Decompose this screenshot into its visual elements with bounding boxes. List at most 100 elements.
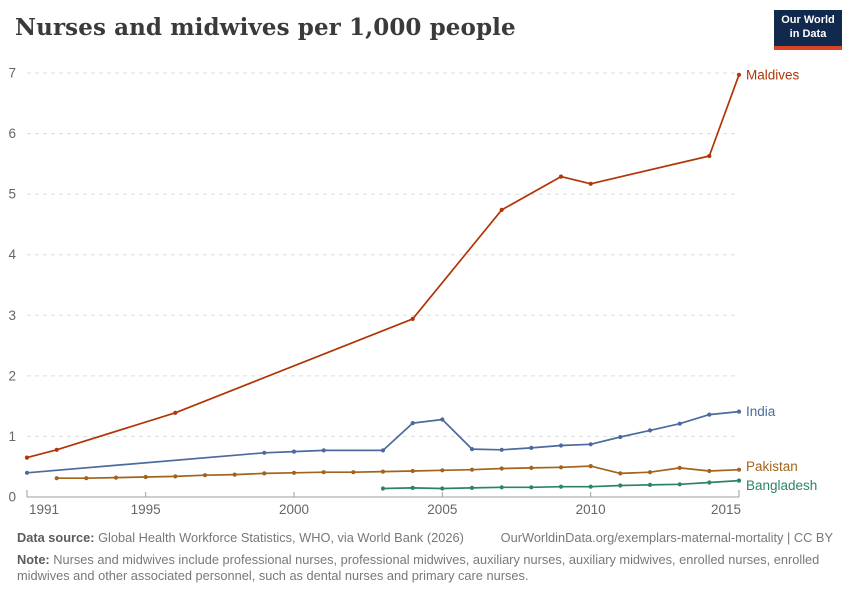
data-point[interactable]	[736, 409, 742, 414]
data-point[interactable]	[321, 470, 326, 475]
data-point[interactable]	[558, 174, 564, 179]
data-point[interactable]	[618, 434, 623, 440]
y-tick-label: 5	[8, 187, 16, 202]
chart-title: Nurses and midwives per 1,000 people	[15, 14, 516, 41]
owid-logo-line2: in Data	[789, 28, 827, 40]
data-point[interactable]	[380, 448, 386, 453]
data-point[interactable]	[469, 447, 475, 452]
series-label-pakistan[interactable]: Pakistan	[746, 459, 798, 474]
data-point[interactable]	[232, 472, 237, 477]
chart-footer: Data source: Global Health Workforce Sta…	[17, 530, 833, 584]
data-point[interactable]	[647, 470, 653, 475]
series-line[interactable]	[56, 465, 740, 480]
data-point[interactable]	[677, 465, 682, 470]
y-axis-labels: 0 1 2 3 4 5 6 7	[8, 66, 16, 505]
x-axis	[26, 490, 740, 498]
data-source-text: Data source: Global Health Workforce Sta…	[17, 530, 464, 545]
data-point[interactable]	[351, 470, 356, 475]
x-tick-label: 2010	[576, 502, 606, 517]
x-tick-label: 1995	[131, 502, 161, 517]
data-point[interactable]	[380, 486, 386, 491]
note-label: Note:	[17, 551, 50, 567]
y-tick-label: 3	[8, 308, 16, 323]
data-point[interactable]	[736, 467, 742, 472]
data-point[interactable]	[173, 410, 178, 415]
y-tick-label: 6	[8, 126, 16, 141]
data-point[interactable]	[558, 465, 564, 470]
series-bangladesh[interactable]: Bangladesh	[380, 478, 817, 493]
data-source-label: Data source:	[17, 530, 95, 545]
series-pakistan[interactable]: Pakistan	[54, 459, 798, 481]
data-point[interactable]	[529, 465, 534, 470]
data-point[interactable]	[24, 455, 30, 460]
chart-header: Nurses and midwives per 1,000 people Our…	[0, 0, 850, 58]
data-point[interactable]	[707, 468, 712, 474]
data-point[interactable]	[588, 442, 593, 447]
data-point[interactable]	[84, 476, 89, 481]
data-point[interactable]	[588, 484, 593, 489]
data-point[interactable]	[143, 474, 148, 480]
data-point[interactable]	[618, 483, 623, 488]
data-point[interactable]	[24, 470, 30, 475]
data-point[interactable]	[558, 484, 564, 489]
data-point[interactable]	[647, 482, 653, 487]
data-point[interactable]	[469, 485, 475, 490]
data-point[interactable]	[262, 450, 267, 455]
data-point[interactable]	[499, 447, 504, 452]
data-point[interactable]	[113, 475, 119, 480]
series-label-maldives[interactable]: Maldives	[746, 67, 800, 82]
data-point[interactable]	[440, 417, 445, 422]
y-tick-label: 0	[8, 490, 16, 505]
data-point[interactable]	[54, 447, 59, 452]
data-point[interactable]	[647, 428, 653, 433]
data-point[interactable]	[529, 445, 534, 450]
data-point[interactable]	[202, 473, 208, 478]
data-point[interactable]	[499, 466, 504, 471]
x-tick-label: 2005	[427, 502, 457, 517]
data-point[interactable]	[499, 485, 504, 490]
data-point[interactable]	[558, 443, 564, 448]
y-tick-label: 4	[8, 247, 16, 262]
x-tick-label: 1991	[29, 502, 59, 517]
data-point[interactable]	[54, 476, 59, 481]
data-point[interactable]	[588, 464, 593, 469]
data-point[interactable]	[291, 449, 297, 454]
data-point[interactable]	[588, 181, 593, 186]
y-tick-label: 1	[8, 429, 16, 444]
citation-link[interactable]: OurWorldinData.org/exemplars-maternal-mo…	[500, 530, 833, 545]
data-point[interactable]	[262, 471, 267, 476]
data-point[interactable]	[707, 153, 712, 159]
data-point[interactable]	[499, 207, 504, 212]
y-tick-label: 7	[8, 66, 16, 81]
series-label-india[interactable]: India	[746, 404, 776, 419]
data-point[interactable]	[380, 469, 386, 474]
data-point[interactable]	[707, 412, 712, 417]
owid-logo[interactable]: Our World in Data	[774, 10, 842, 50]
data-point[interactable]	[440, 486, 445, 491]
data-point[interactable]	[291, 470, 297, 475]
series-line[interactable]	[26, 410, 740, 474]
data-point[interactable]	[469, 467, 475, 472]
x-tick-label: 2015	[711, 502, 741, 517]
data-point[interactable]	[410, 316, 415, 321]
data-point[interactable]	[736, 72, 742, 77]
data-point[interactable]	[677, 421, 682, 426]
data-point[interactable]	[410, 468, 415, 474]
data-point[interactable]	[440, 468, 445, 473]
data-point[interactable]	[677, 482, 682, 487]
data-point[interactable]	[321, 448, 326, 453]
data-point[interactable]	[410, 485, 415, 490]
y-gridlines	[27, 72, 739, 437]
series-line[interactable]	[26, 74, 740, 459]
series-maldives[interactable]: Maldives	[24, 67, 800, 460]
data-point[interactable]	[618, 471, 623, 476]
series-label-bangladesh[interactable]: Bangladesh	[746, 478, 817, 493]
data-point[interactable]	[173, 474, 178, 479]
note-text: Note: Nurses and midwives include profes…	[17, 551, 820, 583]
series-india[interactable]: India	[24, 404, 776, 475]
data-point[interactable]	[736, 478, 742, 483]
data-point[interactable]	[529, 485, 534, 490]
data-point[interactable]	[707, 480, 712, 485]
data-point[interactable]	[410, 421, 415, 426]
